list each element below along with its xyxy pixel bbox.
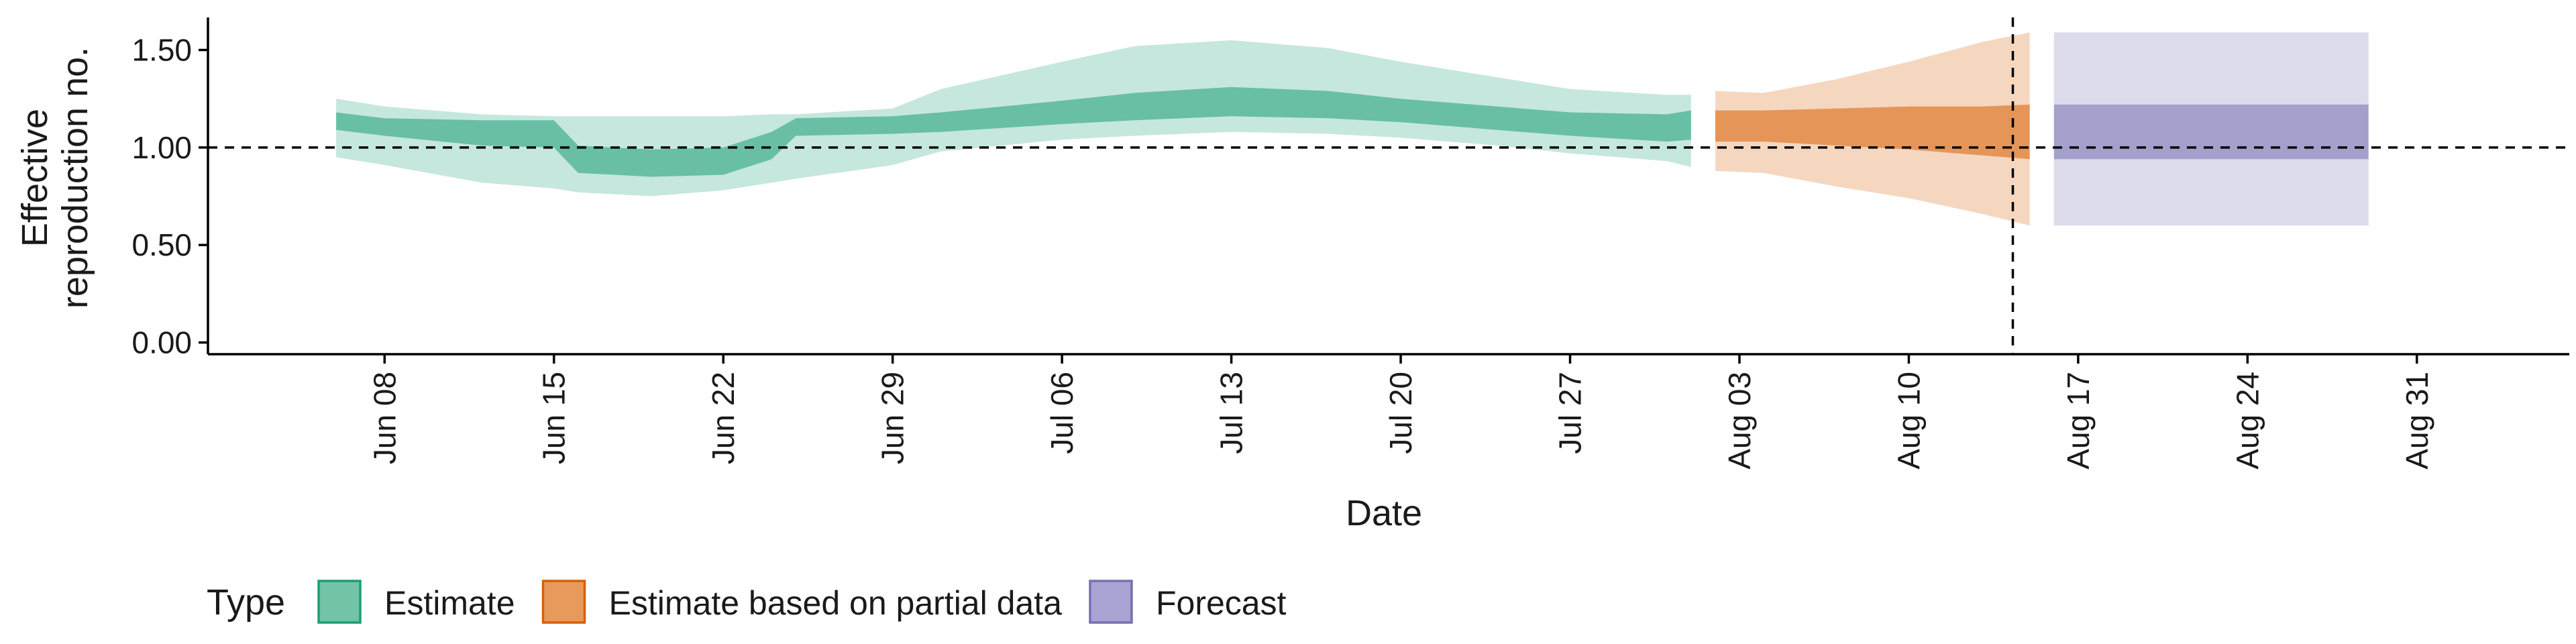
- estimate-based-on-partial-data-50pct-ribbon: [1715, 104, 2030, 160]
- y-tick-label: 1.00: [131, 130, 192, 165]
- x-tick-label: Jul 20: [1383, 372, 1418, 454]
- y-axis-title: Effective reproduction no.: [15, 47, 95, 309]
- x-tick-label: Aug 17: [2061, 372, 2096, 470]
- x-tick-label: Jul 27: [1553, 372, 1588, 454]
- x-tick-label: Aug 24: [2230, 372, 2265, 470]
- x-tick-label: Jul 13: [1214, 372, 1249, 454]
- x-tick-label: Aug 03: [1722, 372, 1757, 470]
- x-axis-title: Date: [1346, 493, 1422, 533]
- legend-title: Type: [207, 582, 285, 623]
- legend-swatch-estimate: [317, 580, 362, 624]
- x-tick-label: Aug 31: [2400, 372, 2434, 470]
- estimate-50pct-ribbon: [336, 87, 1691, 177]
- x-tick-label: Aug 10: [1891, 372, 1926, 470]
- x-tick-label: Jun 29: [875, 372, 910, 464]
- legend-label-forecast: Forecast: [1156, 584, 1287, 622]
- y-tick-label: 0.50: [131, 227, 192, 262]
- forecast-50pct-ribbon: [2053, 104, 2369, 160]
- x-tick-label: Jul 06: [1044, 372, 1079, 454]
- legend-label-estimate: Estimate: [384, 584, 515, 622]
- legend-swatch-estimate-based-on-partial-data: [541, 580, 586, 624]
- x-tick-label: Jun 22: [706, 372, 741, 464]
- axes-layer: 0.00 0.50 1.00 1.50 Jun 08 Jun 15 Jun 22 Jun 29…: [131, 17, 2569, 470]
- reference-lines-layer: [208, 17, 2569, 354]
- y-tick-label: 1.50: [131, 33, 192, 68]
- y-axis-title-line-2: reproduction no.: [55, 47, 95, 309]
- y-tick-label: 0.00: [131, 325, 192, 360]
- x-tick-label: Jun 08: [367, 372, 402, 464]
- legend: Type Estimate Estimate based on partial d…: [207, 580, 1287, 624]
- ribbons-layer: [336, 32, 2369, 226]
- y-axis-title-line-1: Effective: [15, 109, 55, 247]
- legend-label-estimate-based-on-partial-data: Estimate based on partial data: [609, 584, 1063, 622]
- x-tick-label: Jun 15: [537, 372, 572, 464]
- legend-swatch-forecast: [1089, 580, 1133, 624]
